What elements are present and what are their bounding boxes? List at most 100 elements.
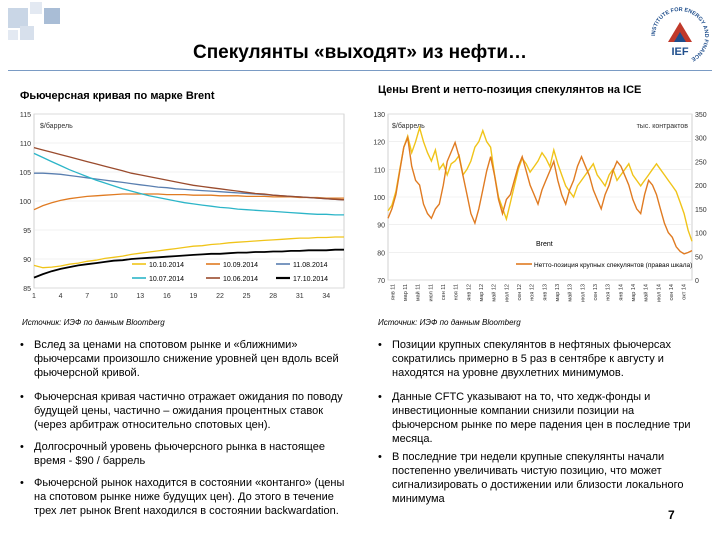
x-tick-label: сен 13 <box>593 284 599 301</box>
x-tick-label: ноя 11 <box>454 284 460 300</box>
series-line <box>33 248 344 279</box>
x-tick-label: 1 <box>32 293 36 300</box>
right-chart-heading: Цены Brent и нетто-позиция спекулянтов н… <box>378 84 642 96</box>
y-right-tick-label: 350 <box>695 112 707 119</box>
x-tick-label: окт 14 <box>682 284 688 300</box>
left-bullet-list: • Вслед за ценами на спотовом рынке и «б… <box>20 339 345 517</box>
left-chart-source: Источник: ИЭФ по данным Bloomberg <box>22 318 165 327</box>
bullet-dot-icon: • <box>378 391 382 403</box>
title-divider <box>8 70 712 71</box>
decor-square <box>30 2 42 14</box>
y-right-tick-label: 300 <box>695 136 707 143</box>
x-tick-label: янв 13 <box>542 284 548 301</box>
x-tick-label: 34 <box>322 293 330 300</box>
x-tick-label: июл 13 <box>580 284 586 302</box>
series-line <box>387 125 693 242</box>
decor-square <box>8 30 18 40</box>
bullet-dot-icon: • <box>20 477 24 489</box>
page-number: 7 <box>668 508 675 522</box>
x-tick-label: 16 <box>163 293 171 300</box>
y-right-tick-label: 0 <box>695 278 699 285</box>
x-tick-label: 4 <box>59 293 63 300</box>
x-tick-label: 31 <box>296 293 304 300</box>
legend-label: 10.09.2014 <box>223 262 258 269</box>
y-left-tick-label: 130 <box>373 112 385 119</box>
y-left-tick-label: 70 <box>377 278 385 285</box>
x-tick-label: май 11 <box>415 284 422 301</box>
legend-label: 10.07.2014 <box>149 276 184 283</box>
x-tick-label: ноя 12 <box>530 284 536 301</box>
legend-label: 11.08.2014 <box>293 262 328 269</box>
legend-label: 10.06.2014 <box>223 276 258 283</box>
x-tick-label: мар 14 <box>631 284 637 302</box>
series-line <box>33 146 345 201</box>
x-tick-label: 25 <box>243 293 251 300</box>
left-chart-heading: Фьючерсная кривая по марке Brent <box>20 90 215 102</box>
x-tick-label: сен 12 <box>517 284 523 301</box>
x-tick-label: май 13 <box>567 284 574 302</box>
y-tick-label: 85 <box>23 286 31 293</box>
right-chart-source: Источник: ИЭФ по данным Bloomberg <box>378 318 521 327</box>
y-right-tick-label: 200 <box>695 183 707 190</box>
series-line <box>33 152 344 216</box>
y-right-tick-label: 150 <box>695 207 707 214</box>
x-tick-label: 28 <box>269 293 277 300</box>
x-tick-label: июл 11 <box>428 284 434 302</box>
logo-text: IEF <box>671 46 688 58</box>
y-tick-label: 115 <box>20 112 31 119</box>
x-tick-label: сен 14 <box>669 284 675 301</box>
x-tick-label: мар 12 <box>479 284 485 302</box>
y-left-axis-label: $/баррель <box>392 122 425 130</box>
x-tick-label: июл 12 <box>504 284 510 302</box>
x-tick-label: мар 11 <box>403 284 409 301</box>
slide-title: Спекулянты «выходят» из нефти… <box>192 42 528 63</box>
decor-square <box>20 26 34 40</box>
x-tick-label: янв 14 <box>618 284 624 301</box>
legend-label: 17.10.2014 <box>293 276 328 283</box>
x-tick-label: 13 <box>136 293 144 300</box>
futures-curve-chart: 85 90 95 100 105 110 115 1 4 7 10 13 16 19 22 25 28 31 34 $… <box>19 112 345 300</box>
x-tick-label: ноя 13 <box>606 284 612 301</box>
x-tick-label: 7 <box>85 293 89 300</box>
x-tick-label: май 14 <box>643 284 650 302</box>
x-tick-label: июл 14 <box>656 284 662 302</box>
legend-label: 10.10.2014 <box>149 262 184 269</box>
y-right-axis-label: тыс. контрактов <box>637 123 689 130</box>
bullet-dot-icon: • <box>378 339 382 351</box>
y-right-tick-label: 100 <box>695 231 707 238</box>
y-tick-label: 110 <box>20 141 31 148</box>
x-tick-label: 19 <box>190 293 198 300</box>
x-tick-label: май 12 <box>491 284 498 302</box>
y-left-tick-label: 110 <box>374 167 385 174</box>
y-tick-label: 90 <box>23 257 31 264</box>
x-tick-label: янв 12 <box>466 284 472 301</box>
y-left-tick-label: 100 <box>373 195 385 202</box>
decor-square <box>44 8 60 24</box>
x-tick-label: мар 13 <box>555 284 561 302</box>
annotation-speculators: Нетто-позиция крупных спекулянтов (права… <box>534 262 692 269</box>
brent-speculators-chart: 70 80 90 100 110 120 130 0 50 100 150 200 250 300 350 $… <box>373 112 707 302</box>
bullet-dot-icon: • <box>20 391 24 403</box>
y-left-tick-label: 90 <box>377 223 385 230</box>
bullet-dot-icon: • <box>378 451 382 463</box>
y-left-tick-label: 80 <box>377 250 385 257</box>
ief-logo: INSTITUTE FOR ENERGY AND FINANCE IEF <box>648 4 712 68</box>
y-axis-label: $/баррель <box>40 122 73 130</box>
bullet-dot-icon: • <box>20 339 24 351</box>
y-left-tick-label: 120 <box>373 140 385 147</box>
x-tick-label: 22 <box>216 293 224 300</box>
y-tick-label: 100 <box>19 199 31 206</box>
right-bullet-list: • Позиции крупных спекулянтов в нефтяных… <box>378 339 691 505</box>
series-line <box>387 135 693 255</box>
x-tick-label: сен 11 <box>441 284 447 300</box>
x-tick-label: янв 11 <box>390 284 396 300</box>
y-tick-label: 95 <box>23 228 31 235</box>
bullet-dot-icon: • <box>20 441 24 453</box>
decor-square <box>8 8 28 28</box>
series-line <box>33 236 344 269</box>
x-tick-label: 10 <box>110 293 118 300</box>
y-right-tick-label: 50 <box>695 254 703 261</box>
y-tick-label: 105 <box>19 170 31 177</box>
y-right-tick-label: 250 <box>695 159 707 166</box>
annotation-brent: Brent <box>536 241 553 248</box>
